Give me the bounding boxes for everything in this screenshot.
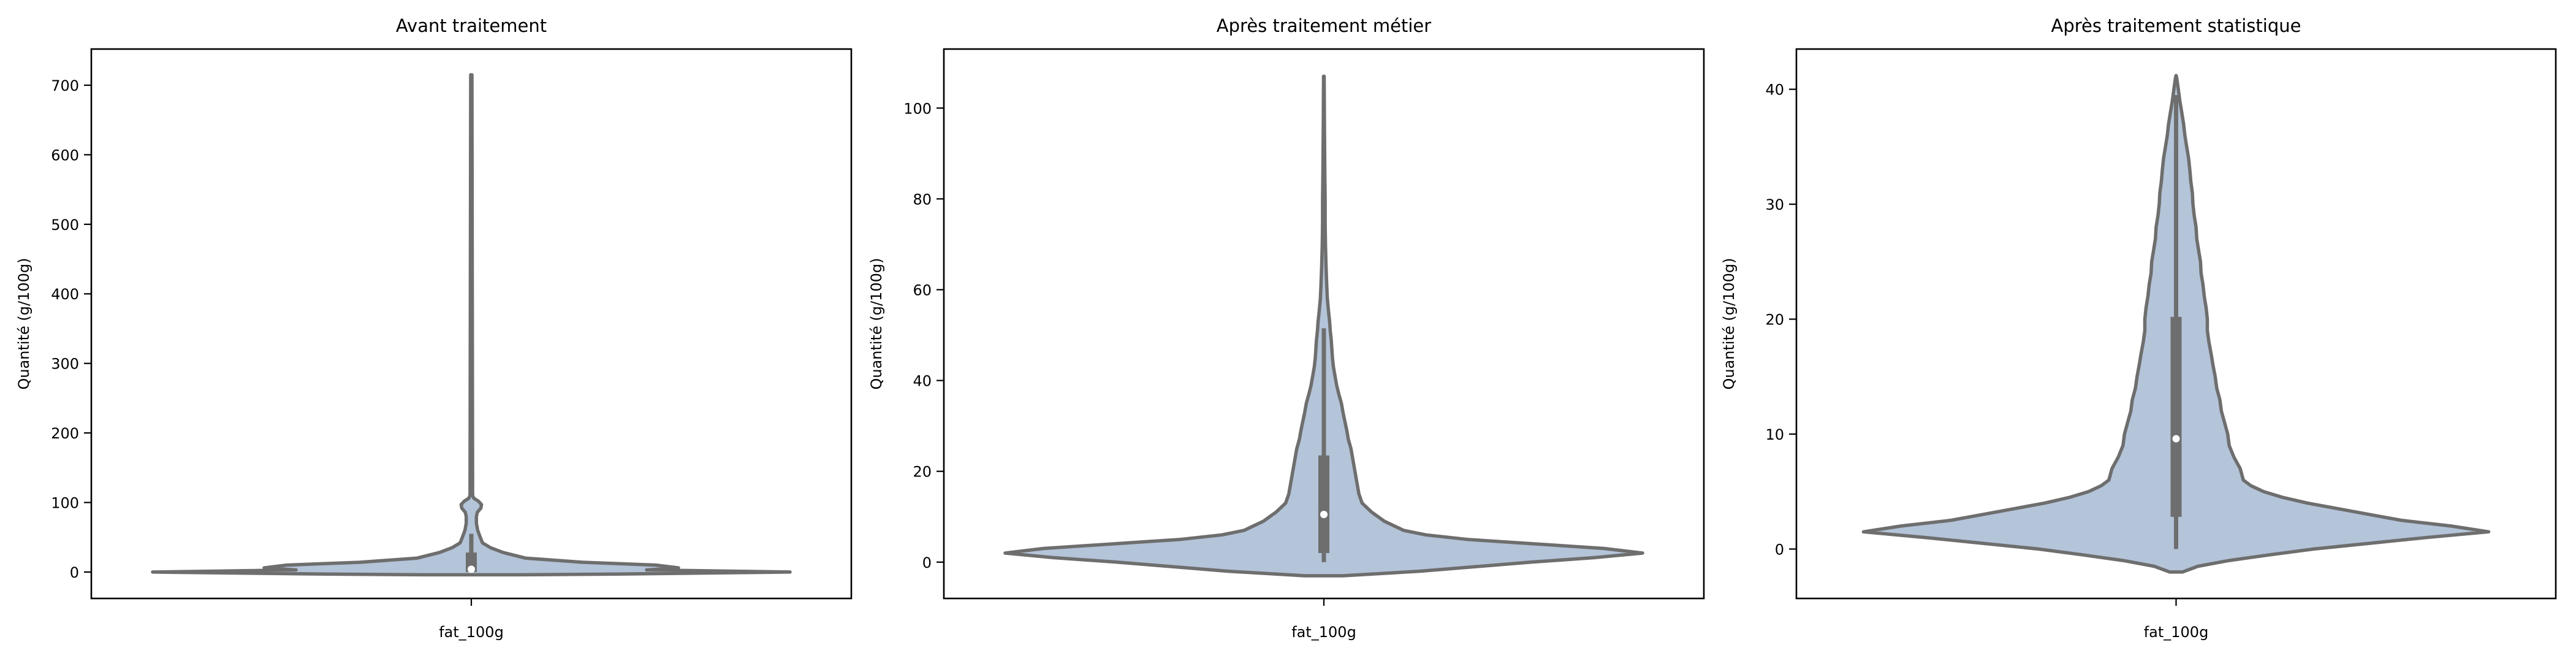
x-tick-label: fat_100g [2144, 624, 2209, 641]
violin-body [1003, 74, 1644, 578]
panel-title: Après traitement statistique [2051, 15, 2301, 36]
median-dot [2172, 435, 2180, 443]
x-tick-label: fat_100g [439, 624, 504, 641]
y-tick-label: 400 [51, 286, 79, 303]
y-tick-label: 40 [913, 373, 932, 390]
median-dot [468, 565, 475, 573]
y-tick-label: 200 [51, 425, 79, 442]
panel-title: Après traitement métier [1217, 15, 1431, 36]
y-tick-label: 300 [51, 356, 79, 373]
y-tick-label: 0 [922, 554, 932, 571]
y-tick-label: 40 [1765, 82, 1784, 99]
y-tick-label: 700 [51, 77, 79, 94]
y-axis-label: Quantité (g/100g) [1720, 258, 1738, 390]
y-tick-label: 20 [913, 464, 932, 481]
y-tick-label: 30 [1765, 196, 1784, 213]
iqr-box [2170, 316, 2182, 517]
y-tick-label: 60 [913, 281, 932, 299]
y-tick-label: 10 [1765, 426, 1784, 443]
y-tick-label: 600 [51, 147, 79, 164]
panel-1: Avant traitement 0 100 200 300 400 500 600 700 Qu… [15, 15, 853, 641]
panel-title: Avant traitement [396, 15, 547, 36]
iqr-box [1318, 455, 1329, 553]
y-tick-label: 100 [903, 100, 932, 117]
violin-body [151, 73, 792, 577]
y-tick-label: 0 [70, 564, 79, 581]
median-dot [1320, 511, 1328, 519]
y-tick-label: 0 [1775, 541, 1784, 558]
y-tick-label: 20 [1765, 311, 1784, 329]
x-tick-label: fat_100g [1291, 624, 1356, 641]
y-axis-label: Quantité (g/100g) [868, 258, 885, 390]
panel-3: Après traitement statistique 0 10 20 30 40 Qua… [1720, 15, 2557, 641]
panel-2: Après traitement métier 0 20 40 60 80 100 Quant… [868, 15, 1705, 641]
y-axis-label: Quantité (g/100g) [15, 258, 32, 390]
y-tick-label: 80 [913, 191, 932, 208]
y-tick-label: 500 [51, 216, 79, 234]
y-tick-label: 100 [51, 494, 79, 511]
